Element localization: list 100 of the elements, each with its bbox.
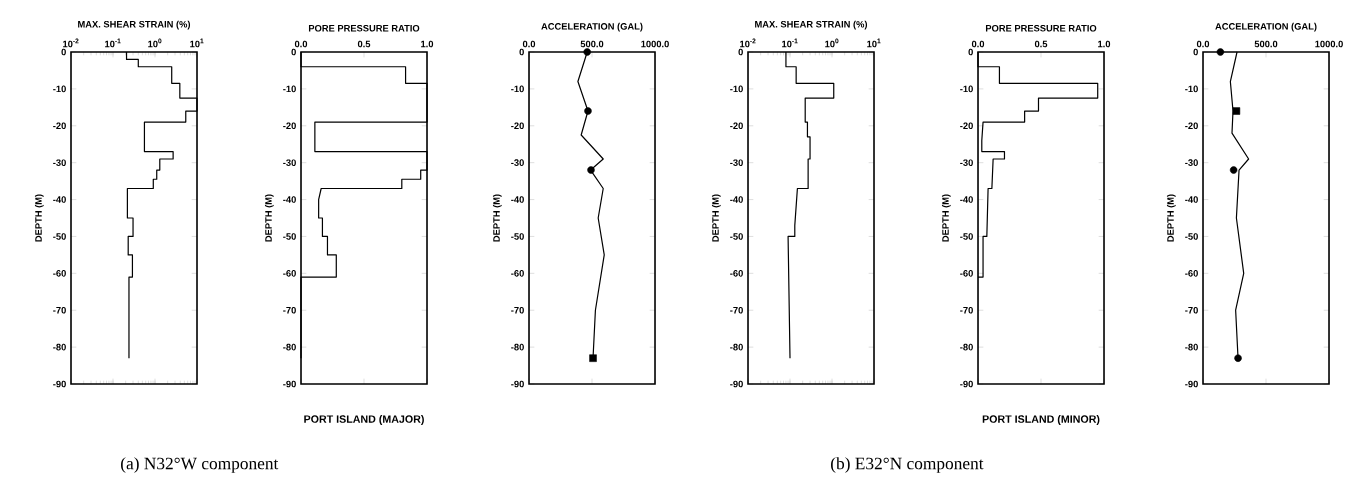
- y-tick-label: -40: [1185, 196, 1198, 203]
- y-tick-label: -20: [511, 122, 524, 130]
- x-tick-label: 1000.0: [1315, 40, 1343, 48]
- y-tick-label: -90: [1185, 380, 1198, 388]
- point: [589, 354, 597, 362]
- x-tick-label: 10$^{-2}$: [63, 38, 79, 48]
- y-tick-label: 0: [61, 48, 66, 56]
- text: PORT ISLAND (MAJOR): [304, 415, 424, 425]
- point: [584, 107, 592, 115]
- x-tick-label: 0.5: [357, 40, 371, 48]
- y-tick-label: -80: [53, 343, 66, 351]
- y-tick-label: -80: [511, 343, 524, 351]
- x-tick-label: 500.0: [580, 40, 604, 48]
- x-tick-label: 0.0: [1196, 40, 1210, 48]
- y-tick-label: -10: [1185, 85, 1198, 93]
- y-tick-label: -90: [730, 380, 743, 388]
- y-axis-title: DEPTH (M): [711, 194, 721, 242]
- x-tick-label: 0.0: [971, 40, 985, 48]
- y-tick-label: -90: [960, 380, 973, 388]
- y-tick-label: -30: [511, 159, 524, 166]
- x-tick-label: 10$^{-1}$: [782, 38, 798, 48]
- y-tick-label: -40: [283, 196, 296, 203]
- y-tick-label: -20: [283, 122, 296, 130]
- x-tick-label: 0.0: [522, 40, 536, 48]
- y-tick-label: -40: [511, 196, 524, 203]
- x-tick-label: 1.0: [421, 40, 434, 48]
- point: [1234, 354, 1242, 362]
- x-axis-title: ACCELERATION (GAL): [1215, 22, 1317, 32]
- y-tick-label: -40: [960, 196, 973, 203]
- x-tick-label: 500.0: [1254, 40, 1278, 48]
- y-tick-label: -50: [283, 233, 296, 240]
- x-axis-title: PORE PRESSURE RATIO: [308, 24, 420, 32]
- y-tick-label: -70: [1185, 306, 1198, 314]
- y-tick-label: -20: [730, 122, 743, 130]
- y-tick-label: 0: [291, 48, 296, 56]
- y-tick-label: -60: [53, 270, 66, 277]
- x-axis-title: MAX. SHEAR STRAIN (%): [755, 20, 868, 30]
- y-tick-label: -70: [511, 306, 524, 314]
- y-tick-label: -30: [1185, 159, 1198, 166]
- point: [1232, 107, 1241, 115]
- y-axis-title: DEPTH (M): [941, 194, 951, 242]
- y-tick-label: -10: [960, 85, 973, 93]
- text: PORT ISLAND (MINOR): [982, 415, 1100, 425]
- y-tick-label: 0: [519, 48, 524, 56]
- point: [1229, 166, 1238, 174]
- y-tick-label: -20: [960, 122, 973, 130]
- y-tick-label: -60: [960, 270, 973, 277]
- x-tick-label: 10$^{-1}$: [105, 38, 121, 48]
- x-axis-title: PORE PRESSURE RATIO: [985, 24, 1097, 32]
- y-tick-label: -50: [1185, 233, 1198, 240]
- y-axis-title: DEPTH (M): [34, 194, 44, 242]
- y-tick-label: -90: [53, 380, 66, 388]
- y-tick-label: -50: [53, 233, 66, 240]
- x-axis-title: MAX. SHEAR STRAIN (%): [78, 20, 191, 30]
- y-tick-label: 0: [738, 48, 743, 56]
- x-axis-title: ACCELERATION (GAL): [541, 22, 643, 32]
- y-tick-label: -30: [730, 159, 743, 166]
- y-tick-label: -50: [730, 233, 743, 240]
- text: (a) N32°W component: [121, 457, 279, 473]
- y-tick-label: -60: [1185, 270, 1198, 277]
- x-tick-label: 10$^{1}$: [190, 38, 204, 48]
- y-tick-label: 0: [1193, 48, 1198, 56]
- y-tick-label: -60: [283, 270, 296, 277]
- y-axis-title: DEPTH (M): [1166, 194, 1176, 242]
- y-tick-label: -70: [283, 306, 296, 314]
- y-tick-label: -40: [730, 196, 743, 203]
- y-tick-label: -10: [511, 85, 524, 93]
- point: [587, 166, 595, 174]
- y-tick-label: -50: [511, 233, 524, 240]
- y-tick-label: -70: [730, 306, 743, 314]
- y-tick-label: 0: [968, 48, 973, 56]
- x-tick-label: 0.5: [1034, 40, 1048, 48]
- text: (b) E32°N component: [831, 457, 984, 473]
- y-tick-label: -90: [283, 380, 296, 388]
- y-tick-label: -70: [53, 306, 66, 314]
- y-tick-label: -90: [511, 380, 524, 388]
- y-tick-label: -30: [283, 159, 296, 166]
- y-tick-label: -30: [960, 159, 973, 166]
- y-tick-label: -10: [730, 85, 743, 93]
- y-tick-label: -10: [283, 85, 296, 93]
- y-tick-label: -20: [1185, 122, 1198, 130]
- y-tick-label: -40: [53, 196, 66, 203]
- y-tick-label: -80: [1185, 343, 1198, 351]
- y-tick-label: -50: [960, 233, 973, 240]
- y-tick-label: -10: [53, 85, 66, 93]
- point: [583, 48, 591, 56]
- x-tick-label: 0.0: [294, 40, 308, 48]
- y-tick-label: -20: [53, 122, 66, 130]
- y-axis-title: DEPTH (M): [264, 194, 274, 242]
- x-tick-label: 10$^{1}$: [867, 38, 881, 48]
- y-tick-label: -80: [283, 343, 296, 351]
- x-tick-label: 1.0: [1098, 40, 1111, 48]
- x-tick-label: 10$^{0}$: [148, 38, 162, 48]
- y-tick-label: -80: [960, 343, 973, 351]
- y-tick-label: -60: [511, 270, 524, 277]
- x-tick-label: 10$^{-2}$: [740, 38, 756, 48]
- y-tick-label: -80: [730, 343, 743, 351]
- y-axis-title: DEPTH (M): [492, 194, 502, 242]
- point: [1216, 48, 1225, 56]
- x-tick-label: 1000.0: [641, 40, 669, 48]
